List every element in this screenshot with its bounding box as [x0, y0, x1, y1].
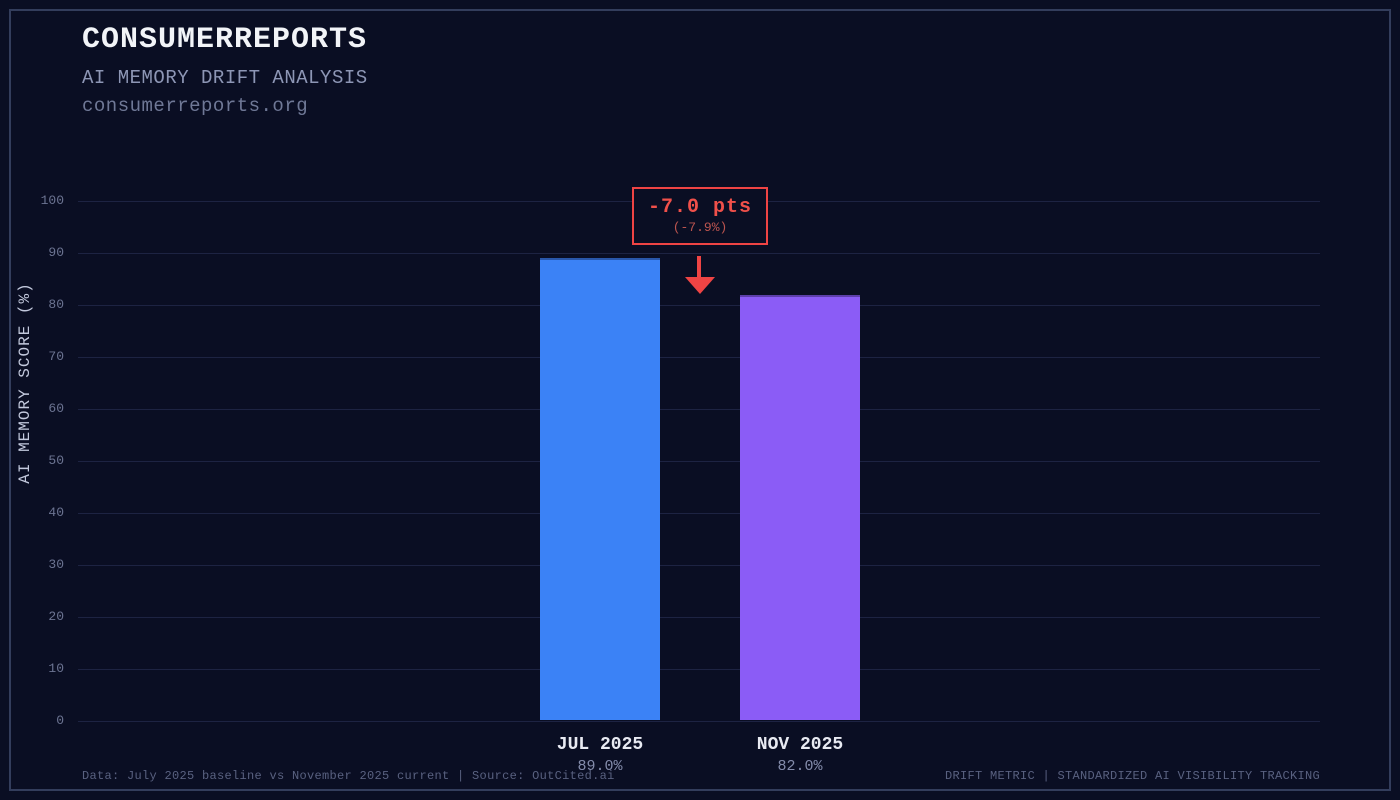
y-tick-label-90: 90 — [48, 244, 64, 260]
y-tick-label-80: 80 — [48, 296, 64, 312]
y-tick-label-20: 20 — [48, 608, 64, 624]
y-tick-label-70: 70 — [48, 348, 64, 364]
gridline-80 — [78, 304, 1320, 306]
y-tick-label-30: 30 — [48, 556, 64, 572]
down-arrow-head-icon — [685, 277, 715, 294]
y-tick-label-40: 40 — [48, 504, 64, 520]
y-tick-label-10: 10 — [48, 660, 64, 676]
gridline-10 — [78, 668, 1320, 670]
bar-jul-2025 — [540, 258, 660, 721]
x-value-label-nov-2025: 82.0% — [777, 758, 823, 775]
chart-header: CONSUMERREPORTS AI MEMORY DRIFT ANALYSIS… — [82, 25, 368, 117]
gridline-50 — [78, 460, 1320, 462]
y-tick-label-100: 100 — [40, 193, 64, 208]
gridline-90 — [78, 252, 1320, 254]
gridline-60 — [78, 408, 1320, 410]
gridline-20 — [78, 616, 1320, 618]
x-value-label-jul-2025: 89.0% — [577, 758, 623, 775]
x-category-label-nov-2025: NOV 2025 — [756, 735, 844, 755]
delta-annotation-box: -7.0 pts (-7.9%) — [632, 187, 768, 245]
y-tick-label-0: 0 — [56, 712, 64, 728]
x-category-label-jul-2025: JUL 2025 — [556, 735, 644, 755]
footer-metric-note: DRIFT METRIC | STANDARDIZED AI VISIBILIT… — [944, 769, 1320, 783]
gridline-70 — [78, 356, 1320, 358]
chart-subtitle: AI MEMORY DRIFT ANALYSIS — [82, 67, 368, 89]
gridline-40 — [78, 512, 1320, 514]
y-tick-label-50: 50 — [48, 452, 64, 468]
gridline-0 — [78, 720, 1320, 722]
y-tick-label-60: 60 — [48, 400, 64, 416]
bar-nov-2025 — [740, 294, 860, 721]
source-url: consumerreports.org — [82, 95, 309, 117]
delta-percent-value: (-7.9%) — [672, 220, 728, 235]
chart-title: CONSUMERREPORTS — [82, 23, 368, 57]
down-arrow-icon — [697, 256, 701, 278]
chart-frame-border — [9, 9, 1391, 791]
footer-data-source: Data: July 2025 baseline vs November 202… — [82, 769, 615, 783]
gridline-30 — [78, 564, 1320, 566]
delta-points-value: -7.0 pts — [647, 196, 752, 219]
